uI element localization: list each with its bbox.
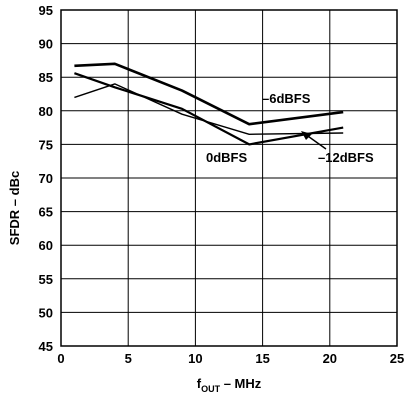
y-tick-label: 90: [39, 37, 53, 52]
y-tick-label: 50: [39, 305, 53, 320]
annotations: –6dBFS 0dBFS –12dBFS: [206, 91, 374, 165]
y-tick-labels: 95 90 85 80 75 70 65 60 55 50 45: [39, 3, 53, 354]
annotation-label: 0dBFS: [206, 150, 248, 165]
y-tick-label: 75: [39, 137, 53, 152]
series-line: [74, 72, 344, 146]
x-tick-label: 15: [255, 351, 269, 366]
y-tick-label: 80: [39, 104, 53, 119]
grid-lines: [60, 9, 398, 347]
x-tick-label: 25: [390, 351, 404, 366]
x-axis-title-main: f: [197, 376, 202, 391]
y-tick-label: 70: [39, 171, 53, 186]
annotation-label: –12dBFS: [318, 150, 374, 165]
y-tick-label: 60: [39, 238, 53, 253]
series-lines: [74, 62, 344, 146]
x-tick-labels: 0 5 10 15 20 25: [57, 351, 404, 366]
plot-frame: [60, 9, 398, 347]
series-line: [74, 83, 344, 136]
y-tick-label: 45: [39, 339, 53, 354]
y-tick-label: 55: [39, 272, 53, 287]
annotation-label: –6dBFS: [262, 91, 311, 106]
x-tick-label: 5: [125, 351, 132, 366]
y-axis-title: SFDR – dBc: [7, 171, 22, 245]
annotation-arrowhead: [301, 131, 312, 140]
y-tick-label: 95: [39, 3, 53, 18]
x-axis-title-rest: – MHz: [220, 376, 262, 391]
x-tick-label: 10: [188, 351, 202, 366]
x-axis-title: fOUT – MHz: [197, 376, 262, 394]
x-axis-title-sub: OUT: [201, 384, 221, 394]
y-tick-label: 85: [39, 70, 53, 85]
y-tick-label: 65: [39, 205, 53, 220]
x-tick-label: 0: [57, 351, 64, 366]
x-tick-label: 20: [323, 351, 337, 366]
series-line: [74, 62, 344, 126]
